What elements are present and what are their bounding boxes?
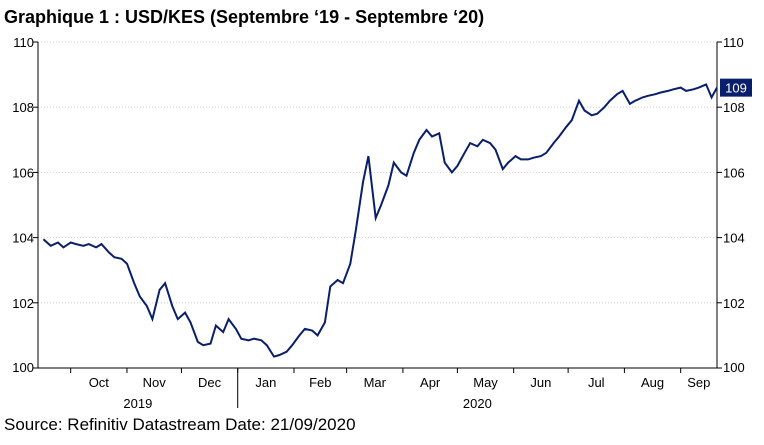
y-tick-label-right-102: 102 [723,296,745,311]
chart-title: Graphique 1 : USD/KES (Septembre ‘19 - S… [4,7,485,27]
y-tick-label-left-110: 110 [13,35,34,50]
source-note: Source: Refinitiv Datastream Date: 21/09… [4,415,356,434]
y-axis-left-ticks: 100 102 104 106 108 110 [12,35,38,375]
x-tick-label-may: May [473,375,498,390]
x-tick-label-sep: Sep [687,375,710,390]
y-tick-label-left-108: 108 [12,100,34,115]
y-tick-label-left-104: 104 [12,231,34,246]
y-tick-label-right-106: 106 [723,165,745,180]
y-tick-label-right-108: 108 [723,100,745,115]
year-label-2020: 2020 [463,396,492,411]
y-tick-label-right-100: 100 [723,360,745,375]
x-tick-label-apr: Apr [420,375,441,390]
year-label-2019: 2019 [123,396,152,411]
x-tick-label-aug: Aug [641,375,664,390]
x-tick-label-jul: Jul [588,375,605,390]
x-tick-label-jan: Jan [255,375,276,390]
y-tick-label-left-106: 106 [12,165,34,180]
y-tick-label-right-104: 104 [723,231,745,246]
last-value-flag: 109 [720,78,752,97]
x-tick-label-nov: Nov [143,375,167,390]
series-line [42,83,718,358]
x-tick-label-oct: Oct [89,375,110,390]
gridlines [38,41,717,304]
y-tick-label-left-100: 100 [12,360,34,375]
axes [37,42,718,369]
y-tick-label-left-102: 102 [12,296,34,311]
last-value-flag-box [720,78,752,97]
x-tick-label-feb: Feb [309,375,331,390]
x-tick-label-mar: Mar [364,375,387,390]
x-tick-label-jun: Jun [530,375,551,390]
x-tick-label-dec: Dec [198,375,222,390]
y-axis-right-ticks: 100 102 104 106 108 110 [717,35,745,375]
x-axis-ticks: Oct Nov Dec Jan Feb Mar Apr May Jun Jul Aug Sep 2019… [70,368,710,411]
y-tick-label-right-110: 110 [723,35,744,50]
last-value-flag-label: 109 [725,81,747,96]
